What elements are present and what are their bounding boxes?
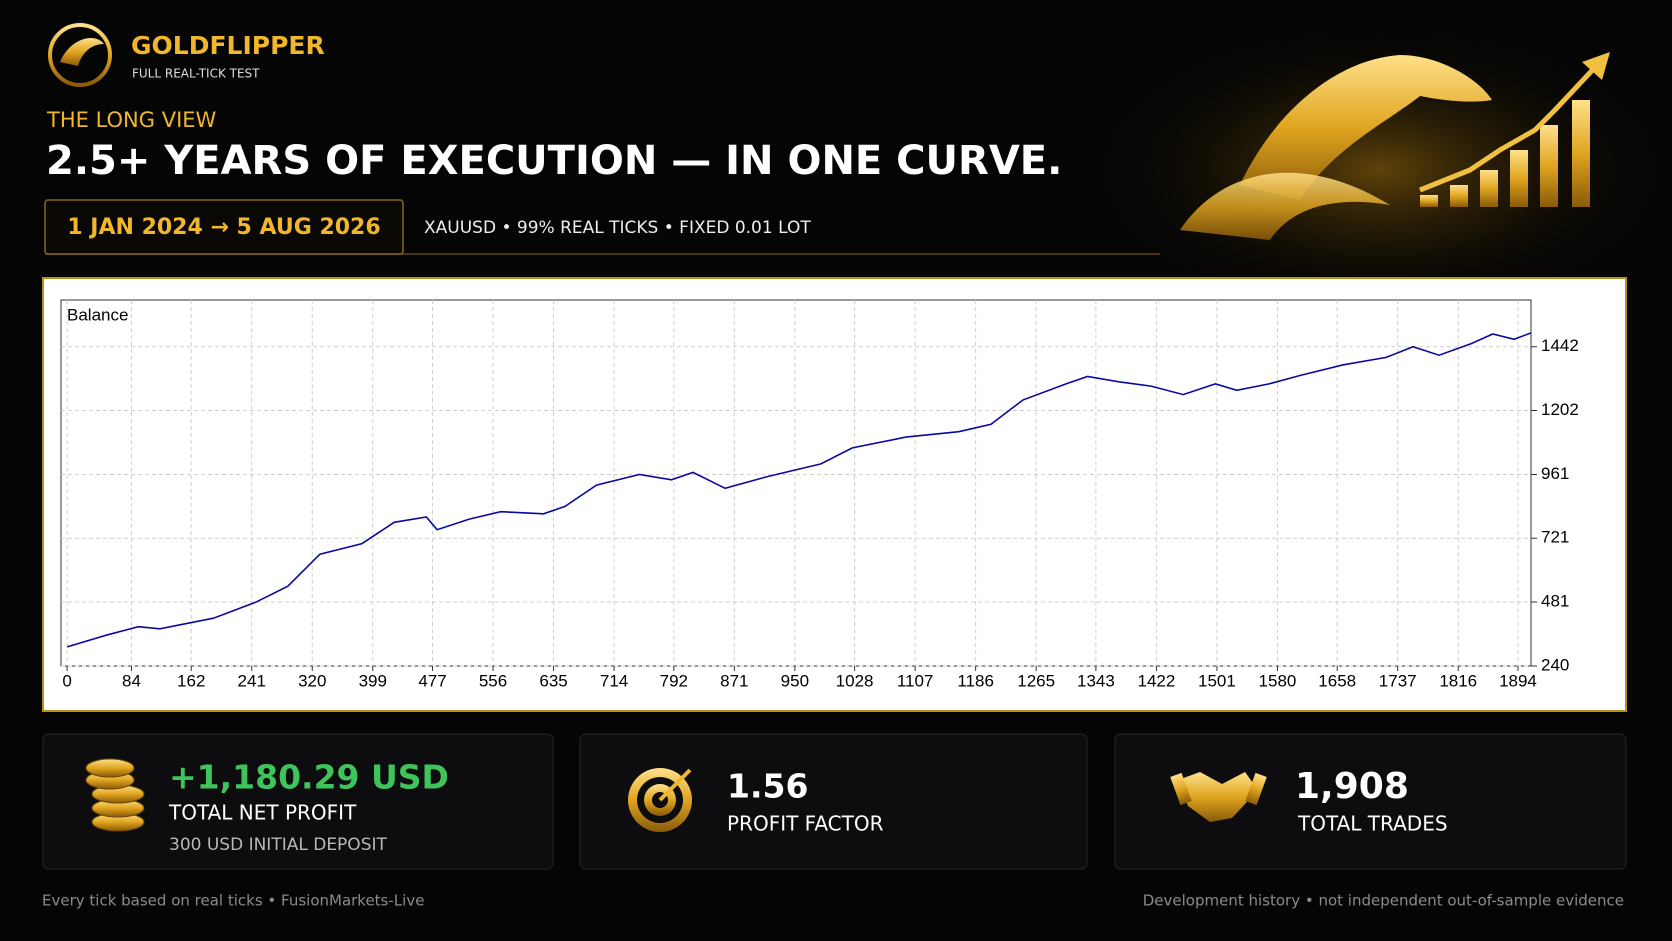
x-tick-label: 1107 [897,671,934,690]
x-tick-label: 399 [359,671,387,690]
x-tick-label: 162 [177,671,205,690]
x-tick-label: 1343 [1077,671,1115,690]
stat-note: 300 USD INITIAL DEPOSIT [169,835,387,855]
footer-left: Every tick based on real ticks • FusionM… [42,892,424,910]
brand: GOLDFLIPPER [131,31,325,60]
y-tick-label: 481 [1541,591,1569,610]
balance-line [66,332,1532,648]
y-tick-label: 1202 [1541,400,1579,419]
x-tick-label: 635 [539,671,567,690]
headline: 2.5+ YEARS OF EXECUTION — IN ONE CURVE. [46,138,1062,184]
footer-right: Development history • not independent ou… [1143,892,1624,910]
x-tick-label: 556 [479,671,507,690]
balance-chart: 240 481 721 961 1202 1442 0 84 162 241 320 399 477 55… [60,299,1579,690]
x-tick-label: 1658 [1318,671,1356,690]
logo-dolphin [60,38,104,66]
x-tick-label: 792 [660,671,688,690]
x-tick-label: 1422 [1138,671,1176,690]
kicker: THE LONG VIEW [46,108,217,132]
x-tick-label: 1580 [1259,671,1297,690]
x-tick-label: 1265 [1017,671,1055,690]
y-tick-label: 1442 [1541,336,1579,355]
stat-card [42,733,554,870]
x-tick-label: 84 [122,671,141,690]
x-tick-label: 1501 [1198,671,1236,690]
coins-icon [85,758,145,832]
logo [48,23,112,87]
stat-card [579,733,1088,870]
x-tick-label: 1186 [957,671,994,690]
stat-value: 1,908 [1295,766,1409,807]
x-tick-label: 950 [781,671,809,690]
stat-value: 1.56 [727,767,808,806]
x-tick-label: 871 [720,671,748,690]
x-tick-label: 1894 [1499,671,1537,690]
specs: XAUUSD • 99% REAL TICKS • FIXED 0.01 LOT [424,218,811,238]
stat-card [1114,733,1627,870]
x-tick-label: 714 [600,671,628,690]
stat-label: TOTAL TRADES [1297,812,1448,836]
x-tick-label: 241 [238,671,266,690]
stat-label: TOTAL NET PROFIT [168,801,357,825]
y-tick-label: 961 [1541,464,1569,483]
x-tick-label: 0 [62,671,71,690]
x-tick-label: 1816 [1439,671,1477,690]
y-tick-label: 240 [1541,655,1569,674]
target-icon [628,768,692,832]
x-tick-label: 320 [298,671,326,690]
legend-label: Balance [67,305,128,324]
x-tick-label: 477 [418,671,446,690]
period-box [44,199,404,255]
stat-value: +1,180.29 USD [169,758,449,797]
hero-art [1080,20,1672,320]
x-tick-label: 1737 [1379,671,1417,690]
stat-label: PROFIT FACTOR [727,812,884,836]
x-tick-label: 1028 [836,671,874,690]
period: 1 JAN 2024 → 5 AUG 2026 [67,215,380,240]
handshake-icon [1170,772,1267,822]
plot-area [60,299,1532,667]
y-tick-label: 721 [1541,528,1569,547]
tagline: FULL REAL-TICK TEST [132,67,260,81]
